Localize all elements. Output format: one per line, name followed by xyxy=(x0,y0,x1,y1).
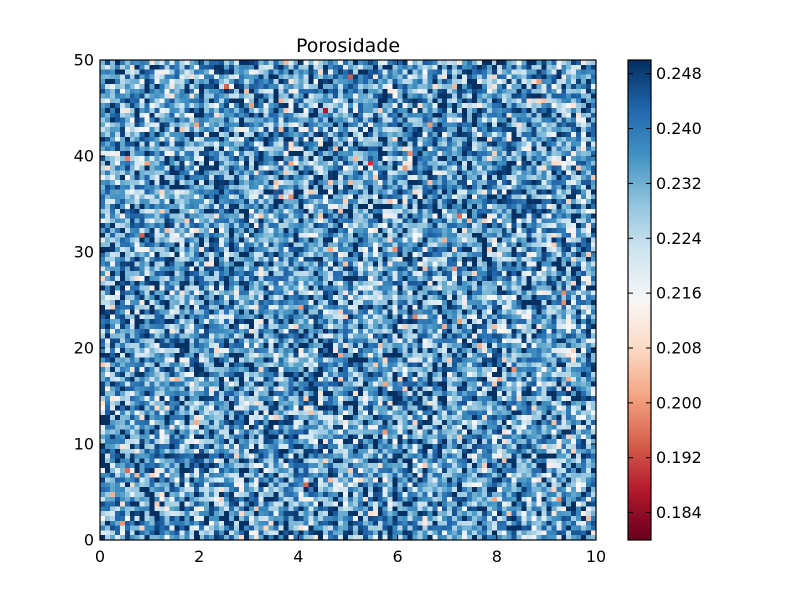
y-tick-label: 30 xyxy=(74,243,94,262)
colorbar-gradient xyxy=(628,60,651,540)
y-tick-label: 10 xyxy=(74,435,94,454)
x-tick-label: 8 xyxy=(492,547,502,566)
x-tick-label: 10 xyxy=(586,547,606,566)
plot-frame xyxy=(99,59,597,541)
colorbar-tick-label: 0.224 xyxy=(656,229,702,248)
y-tick-label: 40 xyxy=(74,147,94,166)
y-tick-label: 20 xyxy=(74,339,94,358)
colorbar-tick-label: 0.232 xyxy=(656,174,702,193)
colorbar-frame xyxy=(627,59,652,541)
colorbar-tick-label: 0.200 xyxy=(656,393,702,412)
y-tick-label: 0 xyxy=(84,531,94,550)
x-tick-label: 0 xyxy=(95,547,105,566)
chart-title: Porosidade xyxy=(296,35,400,57)
x-tick-label: 2 xyxy=(194,547,204,566)
x-tick-label: 4 xyxy=(293,547,303,566)
colorbar-tick-label: 0.208 xyxy=(656,339,702,358)
colorbar-tick-label: 0.240 xyxy=(656,119,702,138)
colorbar-tick-label: 0.216 xyxy=(656,284,702,303)
heatmap-image xyxy=(100,60,596,540)
colorbar-tick-label: 0.248 xyxy=(656,64,702,83)
colorbar-tick-label: 0.192 xyxy=(656,448,702,467)
y-tick-label: 50 xyxy=(74,51,94,70)
colorbar-tick-label: 0.184 xyxy=(656,503,702,522)
x-tick-label: 6 xyxy=(393,547,403,566)
